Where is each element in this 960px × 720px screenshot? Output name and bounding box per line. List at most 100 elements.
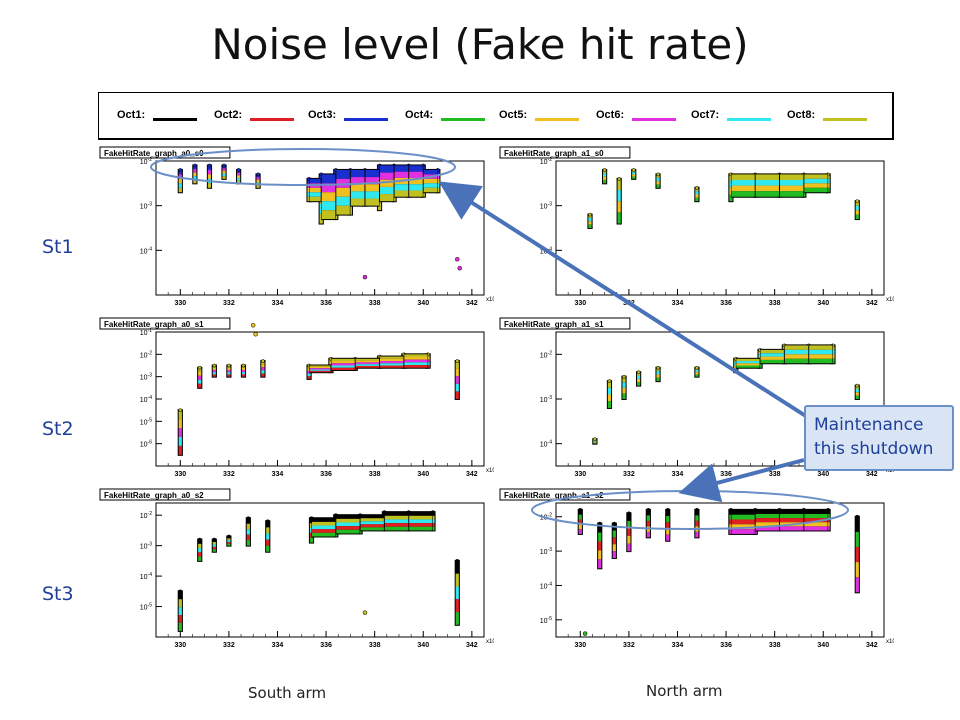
y-tick-label: 10-4 (140, 395, 152, 404)
data-marker-oct-band (246, 529, 250, 535)
data-band-segment (755, 174, 780, 180)
y-tick-label: 10-5 (140, 603, 152, 612)
data-column (192, 163, 198, 185)
data-marker-oct-band (695, 515, 699, 521)
data-band-segment (365, 191, 380, 199)
data-marker-oct-band (207, 169, 212, 175)
data-band-segment (355, 364, 380, 366)
data-marker-oct-band (212, 372, 216, 375)
data-band-segment (336, 187, 350, 197)
data-point (197, 537, 202, 542)
data-marker-oct-band (695, 194, 699, 198)
data-marker-oct-band (607, 387, 612, 395)
data-outlier (457, 265, 462, 271)
x-tick-label: 330 (174, 642, 186, 649)
data-marker-oct-band (598, 550, 602, 560)
data-marker-oct-band (617, 190, 621, 202)
data-band-segment (804, 513, 828, 519)
data-marker-oct-band (666, 516, 670, 523)
data-marker-oct-band (222, 173, 226, 177)
data-point (855, 199, 860, 204)
row-label-st3: St3 (42, 583, 74, 605)
data-column (177, 589, 183, 632)
data-marker-oct-band (193, 172, 197, 177)
data-marker-oct-band (178, 419, 182, 429)
data-band-segment (731, 529, 755, 534)
data-band-segment (780, 518, 804, 523)
data-band-segment (409, 190, 423, 197)
data-marker-oct-band (588, 221, 592, 225)
chart-panel-st2-south: FakeHitRate_graph_a0_s1 10-1 10-2 10-3 10-4 1… (98, 316, 494, 482)
data-marker-oct-band (227, 541, 231, 544)
data-column (694, 508, 700, 539)
data-band-fill (355, 357, 380, 369)
data-marker-oct-band (598, 541, 602, 551)
data-column (260, 359, 266, 378)
data-band-segment (809, 358, 833, 364)
data-marker-oct-band (637, 382, 641, 386)
data-marker-oct-band (598, 532, 602, 542)
data-band-segment (336, 205, 350, 215)
panel-title-box (99, 488, 231, 501)
data-marker-oct-band (307, 370, 311, 374)
data-point (636, 370, 641, 375)
data-marker-oct-band (178, 183, 182, 188)
data-marker-oct-band (622, 382, 626, 388)
legend-swatch-oct2 (250, 118, 294, 121)
data-marker-oct-band (178, 591, 182, 600)
data-band-segment (755, 518, 780, 523)
data-band-segment (380, 361, 404, 364)
data-marker-oct-band (307, 376, 311, 379)
data-band-segment (804, 187, 828, 193)
legend-swatch-oct8 (823, 118, 867, 121)
data-band-segment (355, 358, 380, 361)
data-point (656, 172, 660, 177)
panel-title-box (99, 317, 231, 330)
data-band-fill (309, 364, 331, 374)
data-marker-oct-band (612, 537, 616, 545)
data-marker-oct-band (646, 531, 650, 538)
panel-title-text: FakeHitRate_graph_a0_s1 (104, 320, 204, 329)
y-tick-label: 10-5 (140, 417, 152, 426)
data-marker-oct-band (178, 436, 182, 446)
data-band-segment (394, 177, 409, 185)
x-tick-label: 338 (769, 300, 781, 307)
data-column (211, 363, 217, 378)
legend-label-oct5: Oct5: (499, 109, 528, 121)
x-tick-label: 332 (623, 471, 635, 478)
data-outlier (253, 331, 258, 337)
data-marker-oct-band (256, 179, 260, 183)
data-point (236, 168, 241, 172)
data-marker-oct-band (695, 369, 699, 373)
data-marker-oct-band (266, 533, 270, 540)
data-band-segment (731, 185, 755, 192)
data-band-fill (408, 511, 433, 532)
data-column (454, 559, 460, 626)
x-tick-label: 338 (369, 471, 381, 478)
data-marker-oct-band (455, 391, 459, 399)
data-point (178, 168, 183, 172)
data-marker-oct-band (627, 520, 631, 529)
data-band-segment (309, 178, 321, 184)
chart-panel-st3-south: FakeHitRate_graph_a0_s2 10-2 10-3 10-4 10-5 3… (98, 487, 494, 653)
x-tick-label: 330 (574, 642, 586, 649)
data-point (855, 514, 860, 519)
data-point (455, 359, 460, 363)
data-band-segment (423, 174, 438, 179)
data-column (694, 185, 700, 203)
data-column (655, 365, 661, 383)
x-tick-label: 338 (369, 642, 381, 649)
data-marker-oct-band (237, 172, 241, 176)
data-marker-oct-band (198, 383, 202, 388)
data-band-segment (809, 345, 833, 350)
data-marker-oct-band (329, 361, 333, 365)
data-marker-oct-band (607, 394, 612, 402)
data-marker-oct-band (241, 369, 246, 373)
data-band-fill (335, 514, 361, 535)
data-band-segment (780, 509, 804, 514)
data-marker-oct-band (646, 520, 650, 527)
data-band-segment (804, 174, 828, 179)
y-tick-label: 10-4 (540, 581, 552, 590)
data-band-segment (409, 526, 433, 531)
data-marker-oct-band (617, 212, 621, 224)
